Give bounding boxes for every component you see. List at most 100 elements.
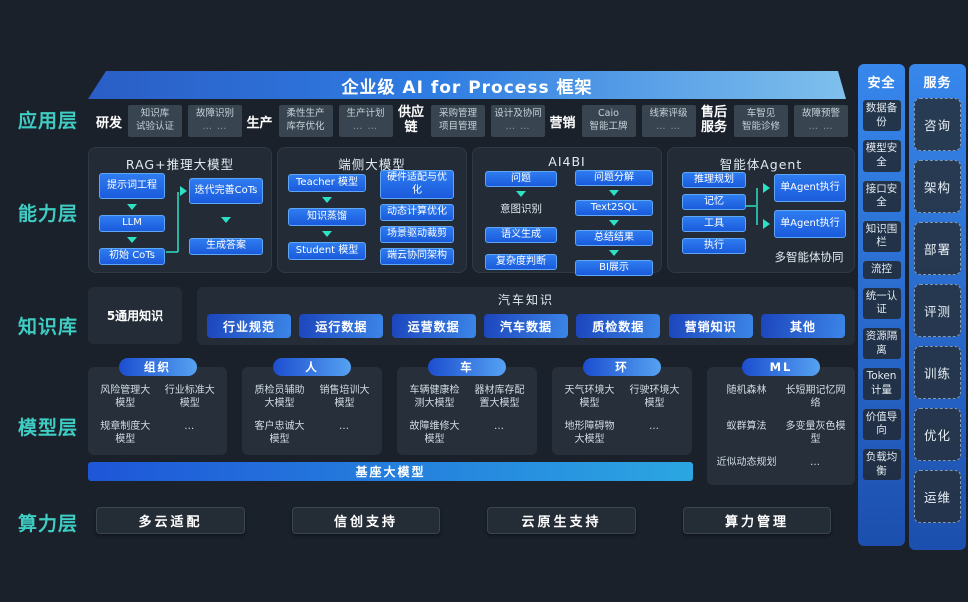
model-item: 蚁群算法: [726, 421, 767, 432]
model-item: 销售培训大模型: [319, 385, 370, 409]
service-bar-title: 服务: [923, 76, 952, 91]
edge-step-teacher: Teacher 模型: [288, 174, 366, 192]
app-group-label: 售后服务: [700, 105, 727, 135]
knowledge-general-box: 5通用知识: [88, 287, 182, 344]
service-item-consulting: 咨询: [914, 98, 961, 151]
model-item-more: …: [649, 421, 660, 432]
app-group-rd: 研发 知识库 试验认证 故障识别 … …: [96, 105, 243, 137]
edge-item-scene-pruning: 场景驱动裁剪: [380, 226, 454, 243]
app-chip: 设计及协同 … …: [491, 105, 545, 137]
agent-caption: 多智能体协同: [774, 250, 844, 264]
chip-line: 智能工牌: [589, 121, 628, 132]
chip-line: … …: [202, 121, 228, 132]
agent-memory: 记忆: [682, 194, 746, 210]
banner-title: 企业级 AI for Process 框架: [341, 77, 593, 98]
chip-line: … …: [655, 121, 682, 132]
chip-line: … …: [353, 121, 379, 132]
box-title: AI4BI: [548, 154, 586, 169]
chip-line: 采购管理: [438, 108, 477, 120]
model-group-pill: ML: [742, 358, 820, 376]
arrow-right-icon: [180, 186, 187, 196]
capability-box-edge-model: 端侧大模型 Teacher 模型 知识蒸馏 Student 模型 硬件适配与优化…: [277, 147, 467, 273]
compute-cloud-native: 云原生支持: [487, 507, 636, 534]
service-item-architecture: 架构: [914, 160, 961, 213]
model-item: 质检员辅助大模型: [254, 385, 305, 409]
compute-xinchuang: 信创支持: [292, 507, 440, 534]
edge-item-dynamic-compute: 动态计算优化: [380, 204, 454, 221]
arrow-down-icon: [322, 231, 332, 237]
capability-box-agent: 智能体Agent 推理规划 记忆 工具 执行 单Agent执行 单Agent执行…: [667, 147, 855, 273]
arrow-down-icon: [127, 204, 137, 210]
app-chip: 采购管理 项目管理: [431, 105, 485, 137]
model-item: 风险管理大模型: [100, 385, 151, 409]
model-item: 行业标准大模型: [164, 385, 215, 409]
chip-line: … …: [808, 121, 834, 132]
security-bar: 安全 数据备份 模型安全 接口安全 知识围栏 流控 统一认证 资源隔离 Toke…: [858, 64, 905, 546]
edge-step-student: Student 模型: [288, 242, 366, 260]
application-layer-row: 研发 知识库 试验认证 故障识别 … … 生产 柔性生产 库存优化 生产计划 ……: [96, 100, 848, 142]
model-group-pill: 人: [273, 358, 351, 376]
chip-line: 故障预警: [801, 108, 840, 120]
security-item-load-balancing: 负载均衡: [862, 448, 901, 481]
agent-execute: 执行: [682, 238, 746, 254]
app-group-production: 生产 柔性生产 库存优化 生产计划 … …: [247, 105, 393, 137]
app-chip: 线索评级 … …: [641, 105, 696, 137]
service-item-evaluation: 评测: [914, 284, 961, 337]
agent-planning: 推理规划: [682, 172, 746, 188]
rag-step-answer: 生成答案: [189, 238, 263, 255]
model-item: 多变量灰色模型: [785, 421, 846, 445]
rag-step-initial-cots: 初始 CoTs: [99, 248, 165, 265]
box-title: 智能体Agent: [719, 157, 803, 172]
framework-banner: 企业级 AI for Process 框架: [88, 71, 846, 99]
knowledge-general-label: 5通用知识: [106, 309, 164, 323]
connector-line: [756, 188, 758, 225]
security-item-data-backup: 数据备份: [862, 100, 901, 132]
ai4bi-decompose: 问题分解: [575, 170, 653, 186]
model-item: 故障维修大模型: [409, 421, 460, 445]
compute-multicloud: 多云适配: [96, 507, 245, 534]
arrow-down-icon: [609, 190, 619, 196]
ai4bi-display: BI展示: [575, 260, 653, 276]
app-chip: 故障预警 … …: [793, 105, 848, 137]
knowledge-auto-title: 汽车知识: [497, 293, 554, 307]
model-group-ml: ML 随机森林 长短期记忆网络 蚁群算法 多变量灰色模型 近似动态规划 …: [707, 358, 855, 485]
layer-label-knowledge: 知识库: [18, 316, 79, 338]
security-item-resource-isolation: 资源隔离: [862, 328, 901, 360]
knowledge-pill-marketing: 营销知识: [668, 314, 753, 338]
knowledge-pill-operation: 运行数据: [299, 314, 384, 338]
chip-line: 车智见: [746, 108, 776, 120]
ai4bi-summary: 总结结果: [575, 230, 653, 246]
knowledge-pill-industry: 行业规范: [207, 314, 291, 338]
service-item-deployment: 部署: [914, 222, 961, 275]
model-group-people: 人 质检员辅助大模型 销售培训大模型 客户忠诚大模型 …: [242, 358, 382, 455]
model-item: 随机森林: [726, 385, 767, 396]
layer-label-model: 模型层: [18, 417, 79, 439]
connector-line: [746, 205, 756, 207]
box-title: RAG+推理大模型: [125, 157, 235, 172]
ai4bi-question: 问题: [485, 171, 557, 187]
knowledge-pill-other: 其他: [760, 314, 845, 338]
model-item: 近似动态规划: [716, 457, 777, 468]
foundation-model-label: 基座大模型: [355, 465, 426, 479]
model-item-more: …: [184, 421, 196, 432]
service-item-training: 训练: [914, 346, 961, 399]
edge-item-cloud-edge: 端云协同架构: [380, 248, 454, 265]
model-group-pill: 车: [428, 358, 506, 376]
model-item: 地形障碍物大模型: [564, 421, 615, 445]
arrow-right-icon: [763, 219, 770, 229]
arrow-right-icon: [763, 183, 770, 193]
model-item: 行驶环境大模型: [629, 385, 680, 409]
ai4bi-intent: 意图识别: [500, 203, 542, 215]
model-item: 车辆健康检测大模型: [409, 385, 460, 409]
security-item-knowledge-guardrail: 知识围栏: [862, 220, 901, 253]
app-group-label: 生产: [246, 115, 273, 131]
chip-line: … …: [505, 121, 531, 132]
app-chip: 知识库 试验认证: [128, 105, 183, 137]
service-item-optimization: 优化: [914, 408, 961, 461]
knowledge-pill-ops-data: 运营数据: [391, 314, 476, 338]
ai4bi-text2sql: Text2SQL: [575, 200, 653, 216]
model-group-environment: 环 天气环境大模型 行驶环境大模型 地形障碍物大模型 …: [552, 358, 692, 455]
agent-single-exec-1: 单Agent执行: [774, 174, 846, 202]
chip-line: 知识库: [140, 108, 170, 120]
